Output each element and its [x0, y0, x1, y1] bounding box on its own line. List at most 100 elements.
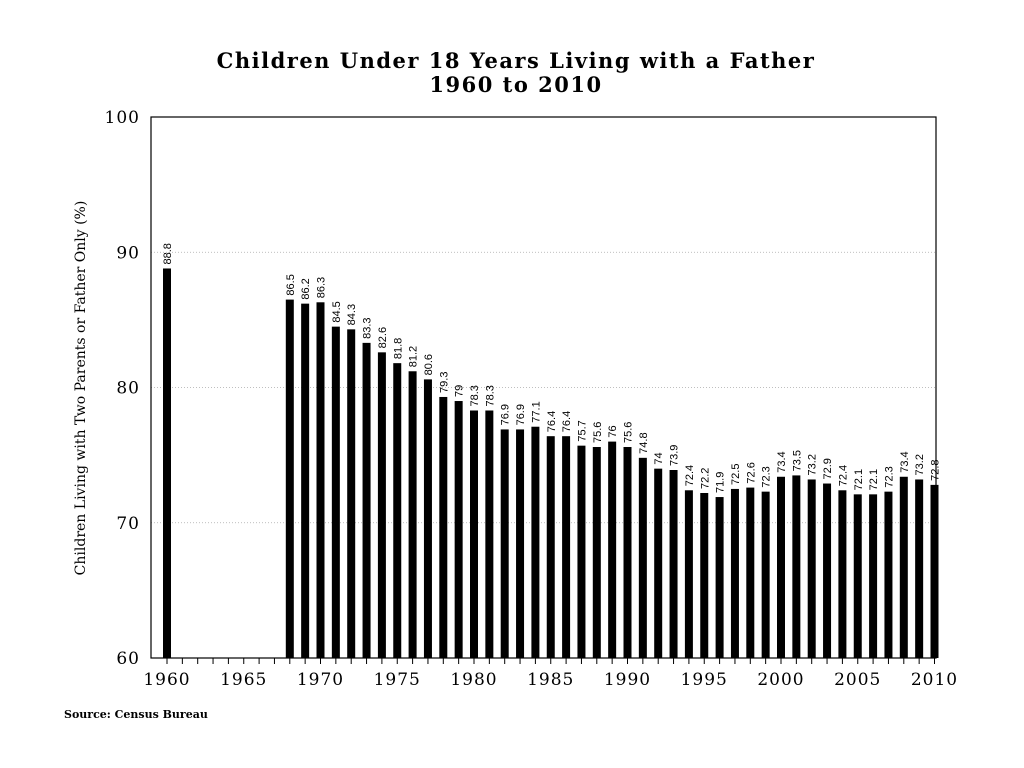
x-axis: 1960 1965 1970 1975 1980 1985 1990 1995 2000 2005… [143, 658, 958, 690]
data-label: 76.9 [500, 404, 512, 425]
bar [592, 447, 601, 658]
bar [930, 484, 939, 658]
bar [669, 470, 678, 658]
x-tick-label: 1960 [143, 670, 190, 690]
data-label: 76 [607, 425, 619, 437]
data-label: 83.3 [362, 317, 374, 338]
y-tick-label: 80 [116, 379, 140, 399]
data-label: 81.2 [408, 346, 420, 367]
bar [500, 429, 509, 658]
bar [316, 302, 325, 658]
x-tick-label: 1985 [527, 670, 574, 690]
bar [470, 410, 478, 658]
data-label: 86.3 [316, 277, 328, 298]
bar [163, 268, 171, 658]
bar [777, 476, 785, 658]
bar [301, 303, 310, 658]
x-tick-label: 1965 [220, 670, 267, 690]
bar [853, 494, 862, 658]
x-tick-label: 1975 [374, 670, 421, 690]
data-label: 75.6 [592, 422, 604, 443]
data-label: 74.8 [638, 432, 650, 453]
data-label: 76.4 [546, 411, 558, 432]
bar [869, 494, 878, 658]
bar [562, 436, 571, 658]
source-note: Source: Census Bureau [64, 708, 208, 721]
data-label: 73.2 [914, 454, 926, 475]
data-label: 72.9 [822, 458, 834, 479]
data-label: 88.8 [162, 243, 174, 264]
bar [347, 329, 356, 658]
data-label: 86.2 [300, 278, 312, 299]
data-label: 80.6 [423, 354, 435, 375]
bar [454, 401, 463, 658]
data-label: 84.5 [331, 301, 343, 322]
x-tick-label: 2005 [834, 670, 881, 690]
bar [792, 475, 801, 658]
data-label: 79 [454, 385, 466, 397]
data-label: 72.2 [699, 468, 711, 489]
bar [730, 488, 739, 658]
y-tick-label: 60 [116, 649, 140, 669]
plot-frame [150, 116, 937, 659]
data-label: 71.9 [715, 472, 727, 493]
chart-subtitle: 1960 to 2010 [429, 72, 602, 97]
data-label: 72.4 [837, 465, 849, 486]
y-tick-label: 100 [105, 108, 140, 128]
bar [408, 371, 417, 658]
bar [684, 490, 693, 658]
data-label: 78.3 [484, 385, 496, 406]
bar [531, 426, 540, 658]
bar [608, 441, 617, 658]
bar [516, 429, 525, 658]
y-axis-label: Children Living with Two Parents or Fath… [73, 201, 89, 576]
y-tick-label: 90 [116, 243, 140, 263]
data-label: 73.2 [807, 454, 819, 475]
data-label: 74 [653, 452, 665, 464]
data-label: 73.4 [776, 451, 788, 472]
bar [761, 491, 770, 658]
data-labels: 88.8 86.5 86.2 86.384.5 84.3 83.3 82.681.8 81.2… [162, 243, 942, 493]
data-label: 72.5 [730, 464, 742, 485]
data-label: 72.1 [853, 469, 865, 490]
data-label: 73.5 [791, 450, 803, 471]
bar [700, 492, 709, 658]
x-tick-label: 2010 [911, 670, 958, 690]
bar [915, 479, 924, 658]
bar [577, 445, 586, 658]
x-tick-label: 1990 [604, 670, 651, 690]
bar [285, 299, 294, 658]
x-tick-label: 1970 [297, 670, 344, 690]
bars [163, 268, 939, 658]
bar [823, 483, 832, 658]
bar [654, 468, 663, 658]
bar [807, 479, 816, 658]
data-label: 72.3 [761, 466, 773, 487]
data-label: 78.3 [469, 385, 481, 406]
bar [331, 326, 340, 658]
bar [838, 490, 847, 658]
data-label: 73.4 [899, 451, 911, 472]
data-label: 75.7 [576, 420, 588, 441]
data-label: 76.9 [515, 404, 527, 425]
bar [393, 363, 402, 658]
data-label: 72.6 [745, 462, 757, 483]
bar [485, 410, 494, 658]
chart-title: Children Under 18 Years Living with a Fa… [217, 48, 816, 73]
bar [715, 497, 724, 658]
data-label: 72.3 [883, 466, 895, 487]
data-label: 84.3 [346, 304, 358, 325]
data-label: 76.4 [561, 411, 573, 432]
data-label: 81.8 [392, 338, 404, 359]
y-tick-label: 70 [116, 514, 140, 534]
data-label: 77.1 [530, 401, 542, 422]
x-tick-label: 1980 [450, 670, 497, 690]
data-label: 72.4 [684, 465, 696, 486]
bar [884, 491, 893, 658]
data-label: 82.6 [377, 327, 389, 348]
data-label: 79.3 [438, 372, 450, 393]
data-label: 73.9 [669, 445, 681, 466]
bar [899, 476, 908, 658]
data-label: 86.5 [285, 274, 297, 295]
